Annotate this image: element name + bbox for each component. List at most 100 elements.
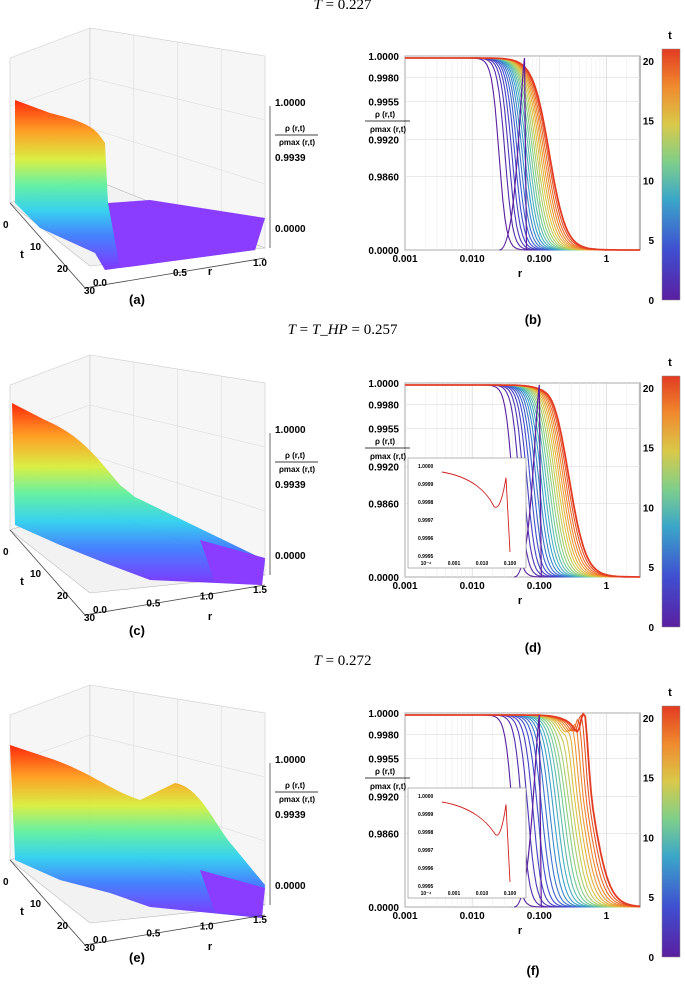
inset-x-tick: 10⁻⁴: [421, 561, 432, 567]
inset-x-tick: 0.100: [504, 561, 517, 567]
z-tick-label: 0.0000: [275, 881, 306, 892]
grid-line: [89, 454, 266, 512]
grid-line: [89, 77, 266, 121]
t-tick-label: 0: [3, 877, 9, 888]
y-tick-label: 0.9980: [368, 400, 399, 411]
inset-curve: [441, 471, 511, 553]
colorbar-tick: 15: [643, 774, 655, 785]
r-tick-label: 0.5: [146, 598, 160, 609]
density-surface: [10, 745, 265, 918]
z-tick-label: 0.0000: [275, 551, 306, 562]
t-axis-line: [9, 202, 86, 289]
r-axis-line: [84, 914, 266, 946]
y-tick-label: 0.0000: [368, 903, 399, 914]
y-tick-label: 0.9955: [368, 425, 399, 436]
x-tick-label: 1: [604, 911, 610, 922]
y-tick-label: 0.9920: [368, 792, 399, 803]
z-tick-label: 0.0000: [275, 224, 306, 235]
r-tick-label: 0.5: [173, 268, 187, 279]
inset-y-tick: 0.9997: [418, 848, 434, 854]
z-tick-label: 1.0000: [275, 755, 306, 766]
y-label-num: ρ (r,t): [375, 437, 395, 446]
t-tick-label: 30: [84, 943, 96, 954]
inset-y-tick: 0.9998: [418, 830, 434, 836]
z-label-den: ρmax (r,t): [279, 138, 315, 147]
colorbar: [661, 48, 681, 301]
inset-frame: [407, 457, 527, 569]
z-tick-label: 1.0000: [275, 98, 306, 109]
x-axis-label: r: [518, 925, 523, 937]
r-tick-label: 0.0: [93, 605, 107, 616]
profile-curve: [405, 384, 640, 578]
inset-x-tick: 10⁻⁴: [421, 891, 432, 897]
r-tick-label: 1.5: [253, 915, 267, 926]
x-tick-label: 0.001: [392, 911, 417, 922]
spike-curve: [514, 714, 542, 908]
r-axis-label: r: [208, 941, 213, 953]
x-tick-label: 0.010: [460, 581, 485, 592]
colorbar-tick: 5: [648, 893, 654, 904]
colorbar-tick: 10: [643, 503, 655, 514]
y-label-den: ρmax (r,t): [370, 125, 406, 134]
y-tick-label: 0.9860: [368, 499, 399, 510]
y-tick-label: 0.9920: [368, 462, 399, 473]
profile-curve: [405, 57, 640, 251]
y-tick-label: 0.9860: [368, 172, 399, 183]
colorbar-tick: 15: [643, 444, 655, 455]
inset-y-tick: 0.9999: [418, 482, 434, 488]
r-tick-label: 1.0: [253, 258, 267, 269]
y-tick-label: 0.9920: [368, 135, 399, 146]
r-tick-label: 0.0: [93, 278, 107, 289]
y-tick-label: 0.9955: [368, 755, 399, 766]
inset-x-tick: 0.100: [504, 891, 517, 897]
colorbar-tick: 5: [648, 236, 654, 247]
inset-y-tick: 0.9998: [418, 500, 434, 506]
r-axis-label: r: [208, 611, 213, 623]
inset-x-tick: 0.010: [476, 561, 489, 567]
inset-y-tick: 0.9996: [418, 866, 434, 872]
colorbar-tick: 5: [648, 563, 654, 574]
colorbar: [661, 705, 681, 958]
grid-line: [9, 77, 91, 107]
x-tick-label: 1: [604, 581, 610, 592]
r-axis-line: [84, 584, 266, 616]
z-label-num: ρ (r,t): [285, 451, 305, 460]
x-tick-label: 1: [604, 254, 610, 265]
t-axis-line: [9, 859, 86, 946]
inset-y-tick: 0.9996: [418, 536, 434, 542]
panel-label-e: (e): [129, 950, 145, 965]
y-tick-label: 0.9860: [368, 829, 399, 840]
r-tick-label: 0.5: [146, 928, 160, 939]
t-tick-label: 10: [30, 899, 42, 910]
title-row-3: T = 0.272: [313, 653, 372, 669]
panel-label-d: (d): [524, 640, 542, 655]
z-label-den: ρmax (r,t): [279, 795, 315, 804]
x-tick-label: 0.100: [527, 254, 552, 265]
colorbar-label: t: [668, 687, 672, 699]
x-tick-label: 0.010: [460, 254, 485, 265]
colorbar-tick: 20: [643, 384, 655, 395]
inset-y-tick: 0.9997: [418, 518, 434, 524]
row-2-group: 0102030t0.00.51.01.5r1.00000.99390.0000ρ…: [3, 354, 681, 634]
panel-label-c: (c): [129, 623, 145, 638]
panel-label-b: (b): [524, 312, 542, 327]
y-label-num: ρ (r,t): [375, 767, 395, 776]
colorbar-tick: 20: [643, 57, 655, 68]
t-axis-label: t: [20, 906, 24, 918]
y-tick-label: 0.9980: [368, 730, 399, 741]
density-surface: [12, 403, 265, 585]
inset-curve: [441, 801, 511, 883]
x-axis-label: r: [518, 268, 523, 280]
y-tick-label: 0.9955: [368, 98, 399, 109]
colorbar-tick: 10: [643, 833, 655, 844]
colorbar-label: t: [668, 357, 672, 369]
colorbar-tick: 0: [648, 953, 654, 964]
z-label-num: ρ (r,t): [285, 124, 305, 133]
z-label-num: ρ (r,t): [285, 781, 305, 790]
y-label-den: ρmax (r,t): [370, 452, 406, 461]
r-tick-label: 1.0: [200, 592, 214, 603]
colorbar-tick: 0: [648, 296, 654, 307]
t-axis-label: t: [20, 576, 24, 588]
t-tick-label: 20: [57, 921, 69, 932]
title-row-1: T = 0.227: [313, 0, 372, 13]
